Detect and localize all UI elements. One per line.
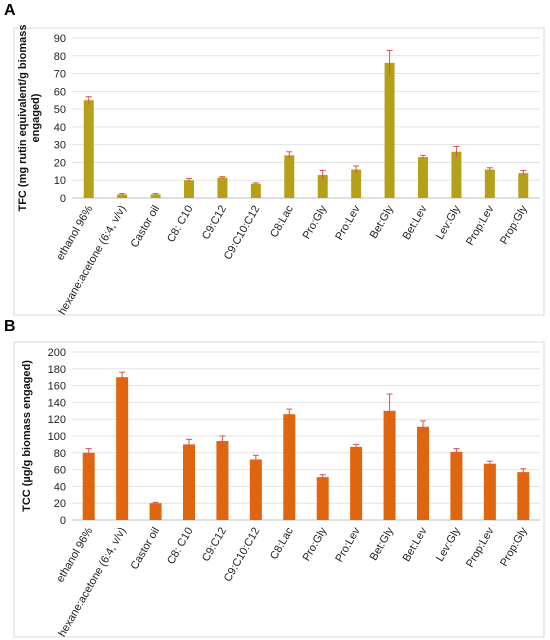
chart-b-bar: [450, 451, 463, 520]
chart-b-x-tick-label: Bet:Gly: [368, 525, 397, 563]
chart-b-x-tick-label: C9:C12: [200, 526, 229, 564]
chart-a-bar: [217, 177, 228, 198]
chart-b-x-tick-label: Bet:Lev: [401, 525, 430, 564]
chart-a-bar: [317, 174, 328, 198]
chart-a-bar: [83, 100, 94, 198]
panel-b-letter: B: [4, 318, 16, 335]
chart-b: 0 20 40 60 80 100 120 140 160 180 200 TCC (µg/g bio…: [13, 341, 545, 640]
chart-b-y-tick-label: 120: [48, 414, 66, 426]
chart-b-x-tick-label: Lev:Gly: [434, 525, 463, 564]
chart-a-bar: [418, 157, 428, 198]
chart-a-y-tick-label: 40: [54, 122, 66, 134]
chart-a-y-tick-label: 30: [54, 140, 66, 152]
chart-b-bar: [183, 444, 195, 520]
chart-a-y-axis-label: TFC (mg rutin equivalent/g biomassengage…: [17, 24, 42, 211]
chart-a-x-tick-label: hexane:acetone (6:4, v/v): [56, 204, 128, 318]
chart-a-frame: [13, 27, 545, 316]
chart-b-bar: [249, 459, 262, 520]
chart-b-x-tick-label: C8: C10: [165, 526, 196, 567]
chart-b-y-tick-label: 40: [54, 481, 66, 493]
chart-a-x-tick-label: Bet:Lev: [401, 203, 430, 242]
chart-a: 0 10 20 30 40 50 60 70 80 90 TFC (mg rutin equival…: [13, 24, 545, 318]
chart-a-x-tick-label: C8: C10: [165, 204, 196, 245]
chart-b-x-tick-label: Pro:Lev: [333, 525, 363, 564]
chart-b-y-tick-label: 160: [48, 381, 66, 393]
chart-b-bar: [316, 477, 329, 520]
chart-b-y-tick-label: 100: [48, 431, 66, 443]
chart-a-x-tick-label: Prop:Lev: [464, 203, 497, 248]
chart-b-x-tick-label: Prop:Gly: [498, 525, 530, 568]
chart-a-bar: [117, 194, 128, 198]
chart-b-x-tick-label: hexane:acetone (6:4, v/v): [56, 526, 128, 640]
chart-b-y-tick-label: 140: [48, 397, 66, 409]
chart-a-bar: [351, 169, 362, 198]
chart-a-x-tick-label: Castor oil: [129, 204, 163, 250]
chart-b-bar: [283, 414, 296, 520]
chart-b-y-tick-label: 180: [48, 364, 66, 376]
chart-a-y-tick-label: 80: [54, 51, 66, 63]
chart-b-bar: [483, 463, 496, 520]
chart-b-frame: [13, 341, 545, 638]
chart-a-y-tick-label: 50: [54, 104, 66, 116]
chart-a-bar: [484, 169, 495, 198]
chart-a-bar: [250, 183, 261, 198]
chart-a-bar: [284, 155, 295, 198]
chart-b-x-tick-label: C8:Lac: [268, 525, 296, 562]
chart-a-bar: [451, 151, 462, 198]
chart-a-y-tick-label: 10: [54, 175, 66, 187]
chart-b-y-tick-label: 20: [54, 498, 66, 510]
chart-a-y-tick-label: 90: [54, 33, 66, 45]
chart-b-y-axis-label: TCC (µg/g biomass engaged): [21, 360, 33, 512]
chart-a-x-tick-label: Pro:Lev: [333, 203, 363, 242]
chart-a-y-tick-label: 20: [54, 157, 66, 169]
chart-b-y-tick-label: 200: [48, 347, 66, 359]
chart-b-bar: [149, 503, 162, 520]
chart-a-bar: [518, 173, 529, 198]
chart-b-y-tick-label: 60: [54, 465, 66, 477]
chart-a-bar: [384, 62, 395, 199]
chart-a-bar: [184, 180, 194, 198]
chart-b-x-tick-label: Prop:Lev: [464, 525, 497, 570]
chart-b-y-tick-label: 80: [54, 448, 66, 460]
chart-b-x-tick-label: Castor oil: [129, 526, 163, 572]
chart-a-x-tick-label: Bet:Gly: [368, 203, 397, 241]
chart-a-x-tick-label: C8:Lac: [268, 203, 296, 240]
chart-b-bar: [216, 441, 229, 520]
chart-a-x-tick-label: C9:C12: [200, 204, 229, 242]
chart-b-x-tick-label: C9:C10:C12: [222, 526, 263, 584]
chart-b-bar: [350, 446, 363, 520]
chart-b-bar: [517, 472, 530, 520]
chart-a-y-tick-label: 70: [54, 69, 66, 81]
chart-b-y-tick-label: 0: [60, 515, 66, 527]
chart-b-bar: [383, 410, 396, 520]
chart-b-x-tick-label: Pro:Gly: [301, 525, 330, 563]
chart-a-x-tick-label: Pro:Gly: [301, 203, 330, 241]
chart-b-bar: [417, 426, 429, 520]
chart-a-x-tick-label: C9:C10:C12: [222, 204, 263, 262]
chart-b-bar: [82, 452, 95, 520]
panel-a-letter: A: [4, 2, 16, 19]
chart-a-x-tick-label: Prop:Gly: [498, 203, 530, 246]
chart-a-y-tick-label: 60: [54, 86, 66, 98]
chart-a-bar: [150, 194, 161, 198]
chart-a-x-tick-label: Lev:Gly: [434, 203, 463, 242]
chart-b-bar: [116, 377, 129, 520]
chart-a-y-tick-label: 0: [60, 193, 66, 205]
